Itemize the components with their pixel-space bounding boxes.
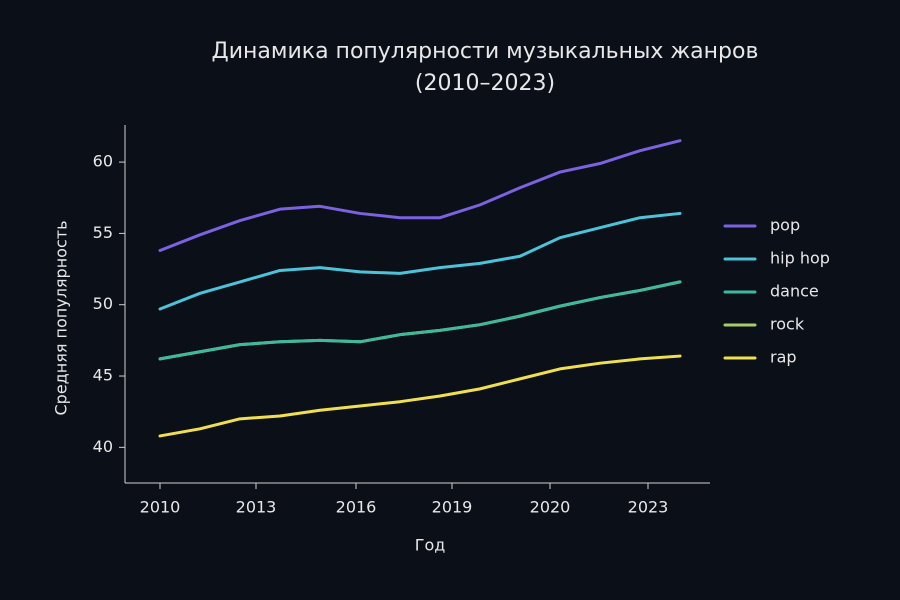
x-tick-label: 2020: [530, 498, 571, 517]
y-tick-label: 60: [93, 152, 113, 171]
y-tick-label: 50: [93, 294, 113, 313]
legend-label: dance: [770, 282, 819, 301]
chart-title: Динамика популярности музыкальных жанров: [212, 39, 759, 64]
legend-label: rock: [770, 315, 805, 334]
legend-label: pop: [770, 216, 800, 235]
y-tick-label: 45: [93, 366, 113, 385]
series-line: [158, 280, 682, 361]
y-tick-label: 40: [93, 437, 113, 456]
x-tick-label: 2013: [236, 498, 277, 517]
y-tick-label: 55: [93, 223, 113, 242]
x-tick-label: 2023: [628, 498, 669, 517]
chart-title: (2010–2023): [415, 71, 555, 96]
y-axis-label: Средняя популярность: [52, 220, 71, 415]
legend-label: hip hop: [770, 249, 830, 268]
x-tick-label: 2016: [336, 498, 377, 517]
series-line: [158, 211, 682, 311]
legend-label: rap: [770, 348, 797, 367]
series-line: [158, 354, 682, 438]
x-axis-label: Год: [415, 536, 446, 555]
series-line: [158, 139, 682, 253]
x-tick-label: 2019: [432, 498, 473, 517]
x-tick-label: 2010: [140, 498, 181, 517]
